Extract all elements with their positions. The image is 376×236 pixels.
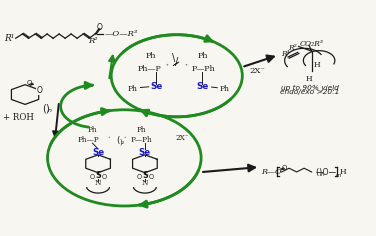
Text: ⁺: ⁺: [185, 64, 188, 69]
Text: Ph: Ph: [145, 52, 156, 60]
Text: up to 90% yield: up to 90% yield: [281, 84, 339, 91]
Text: )₂: )₂: [120, 139, 125, 145]
Text: ⁺: ⁺: [124, 136, 127, 141]
Text: Ph: Ph: [127, 85, 138, 93]
Text: Se: Se: [196, 82, 208, 91]
Text: endo/exo >20:1: endo/exo >20:1: [280, 89, 340, 95]
Text: ⁺: ⁺: [166, 64, 169, 69]
Text: /: /: [175, 57, 178, 67]
Text: (: (: [116, 136, 119, 145]
Text: O: O: [149, 174, 154, 180]
Text: P—Ph: P—Ph: [130, 136, 152, 144]
Text: ): ): [318, 168, 321, 177]
Text: P—Ph: P—Ph: [192, 65, 215, 73]
Text: —O—: —O—: [316, 168, 337, 177]
Text: Ph: Ph: [88, 126, 97, 134]
Text: N: N: [142, 178, 148, 186]
Text: Ph: Ph: [198, 52, 208, 60]
Text: O: O: [101, 174, 106, 180]
Text: H: H: [340, 168, 346, 176]
Text: CO₂R³: CO₂R³: [300, 40, 324, 48]
Text: R²: R²: [288, 44, 297, 52]
Text: S: S: [142, 171, 148, 180]
Text: Se: Se: [92, 148, 104, 156]
Text: 2X⁻: 2X⁻: [249, 67, 265, 75]
Text: + ROH: + ROH: [3, 114, 33, 122]
Text: n: n: [48, 108, 52, 113]
Text: Ph—P: Ph—P: [78, 136, 100, 144]
Text: S: S: [95, 171, 101, 180]
Text: ): ): [45, 103, 49, 113]
Text: (: (: [42, 103, 46, 113]
Text: ⁺: ⁺: [107, 136, 110, 141]
Text: R¹: R¹: [4, 34, 14, 43]
Text: O: O: [282, 165, 287, 171]
Text: \: \: [172, 53, 175, 63]
Text: H: H: [313, 61, 320, 69]
Text: n: n: [320, 172, 324, 177]
Text: m: m: [336, 173, 342, 178]
Text: Se: Se: [139, 148, 151, 156]
Text: Ph: Ph: [136, 126, 146, 134]
Text: —O—R³: —O—R³: [105, 30, 138, 38]
Text: N: N: [95, 178, 101, 186]
Text: R¹: R¹: [281, 50, 290, 58]
Text: (: (: [315, 168, 318, 177]
Text: Se: Se: [150, 82, 162, 91]
Text: H: H: [306, 75, 312, 83]
Text: Ph—P: Ph—P: [138, 65, 162, 73]
Text: R—O: R—O: [261, 168, 282, 176]
Text: R²: R²: [88, 37, 98, 45]
Text: O: O: [137, 174, 142, 180]
Text: O: O: [97, 23, 103, 32]
Text: O: O: [27, 80, 32, 86]
Text: 2X⁻: 2X⁻: [176, 134, 189, 142]
Text: O: O: [36, 86, 42, 95]
Text: Ph: Ph: [220, 85, 230, 93]
Text: O: O: [90, 174, 95, 180]
